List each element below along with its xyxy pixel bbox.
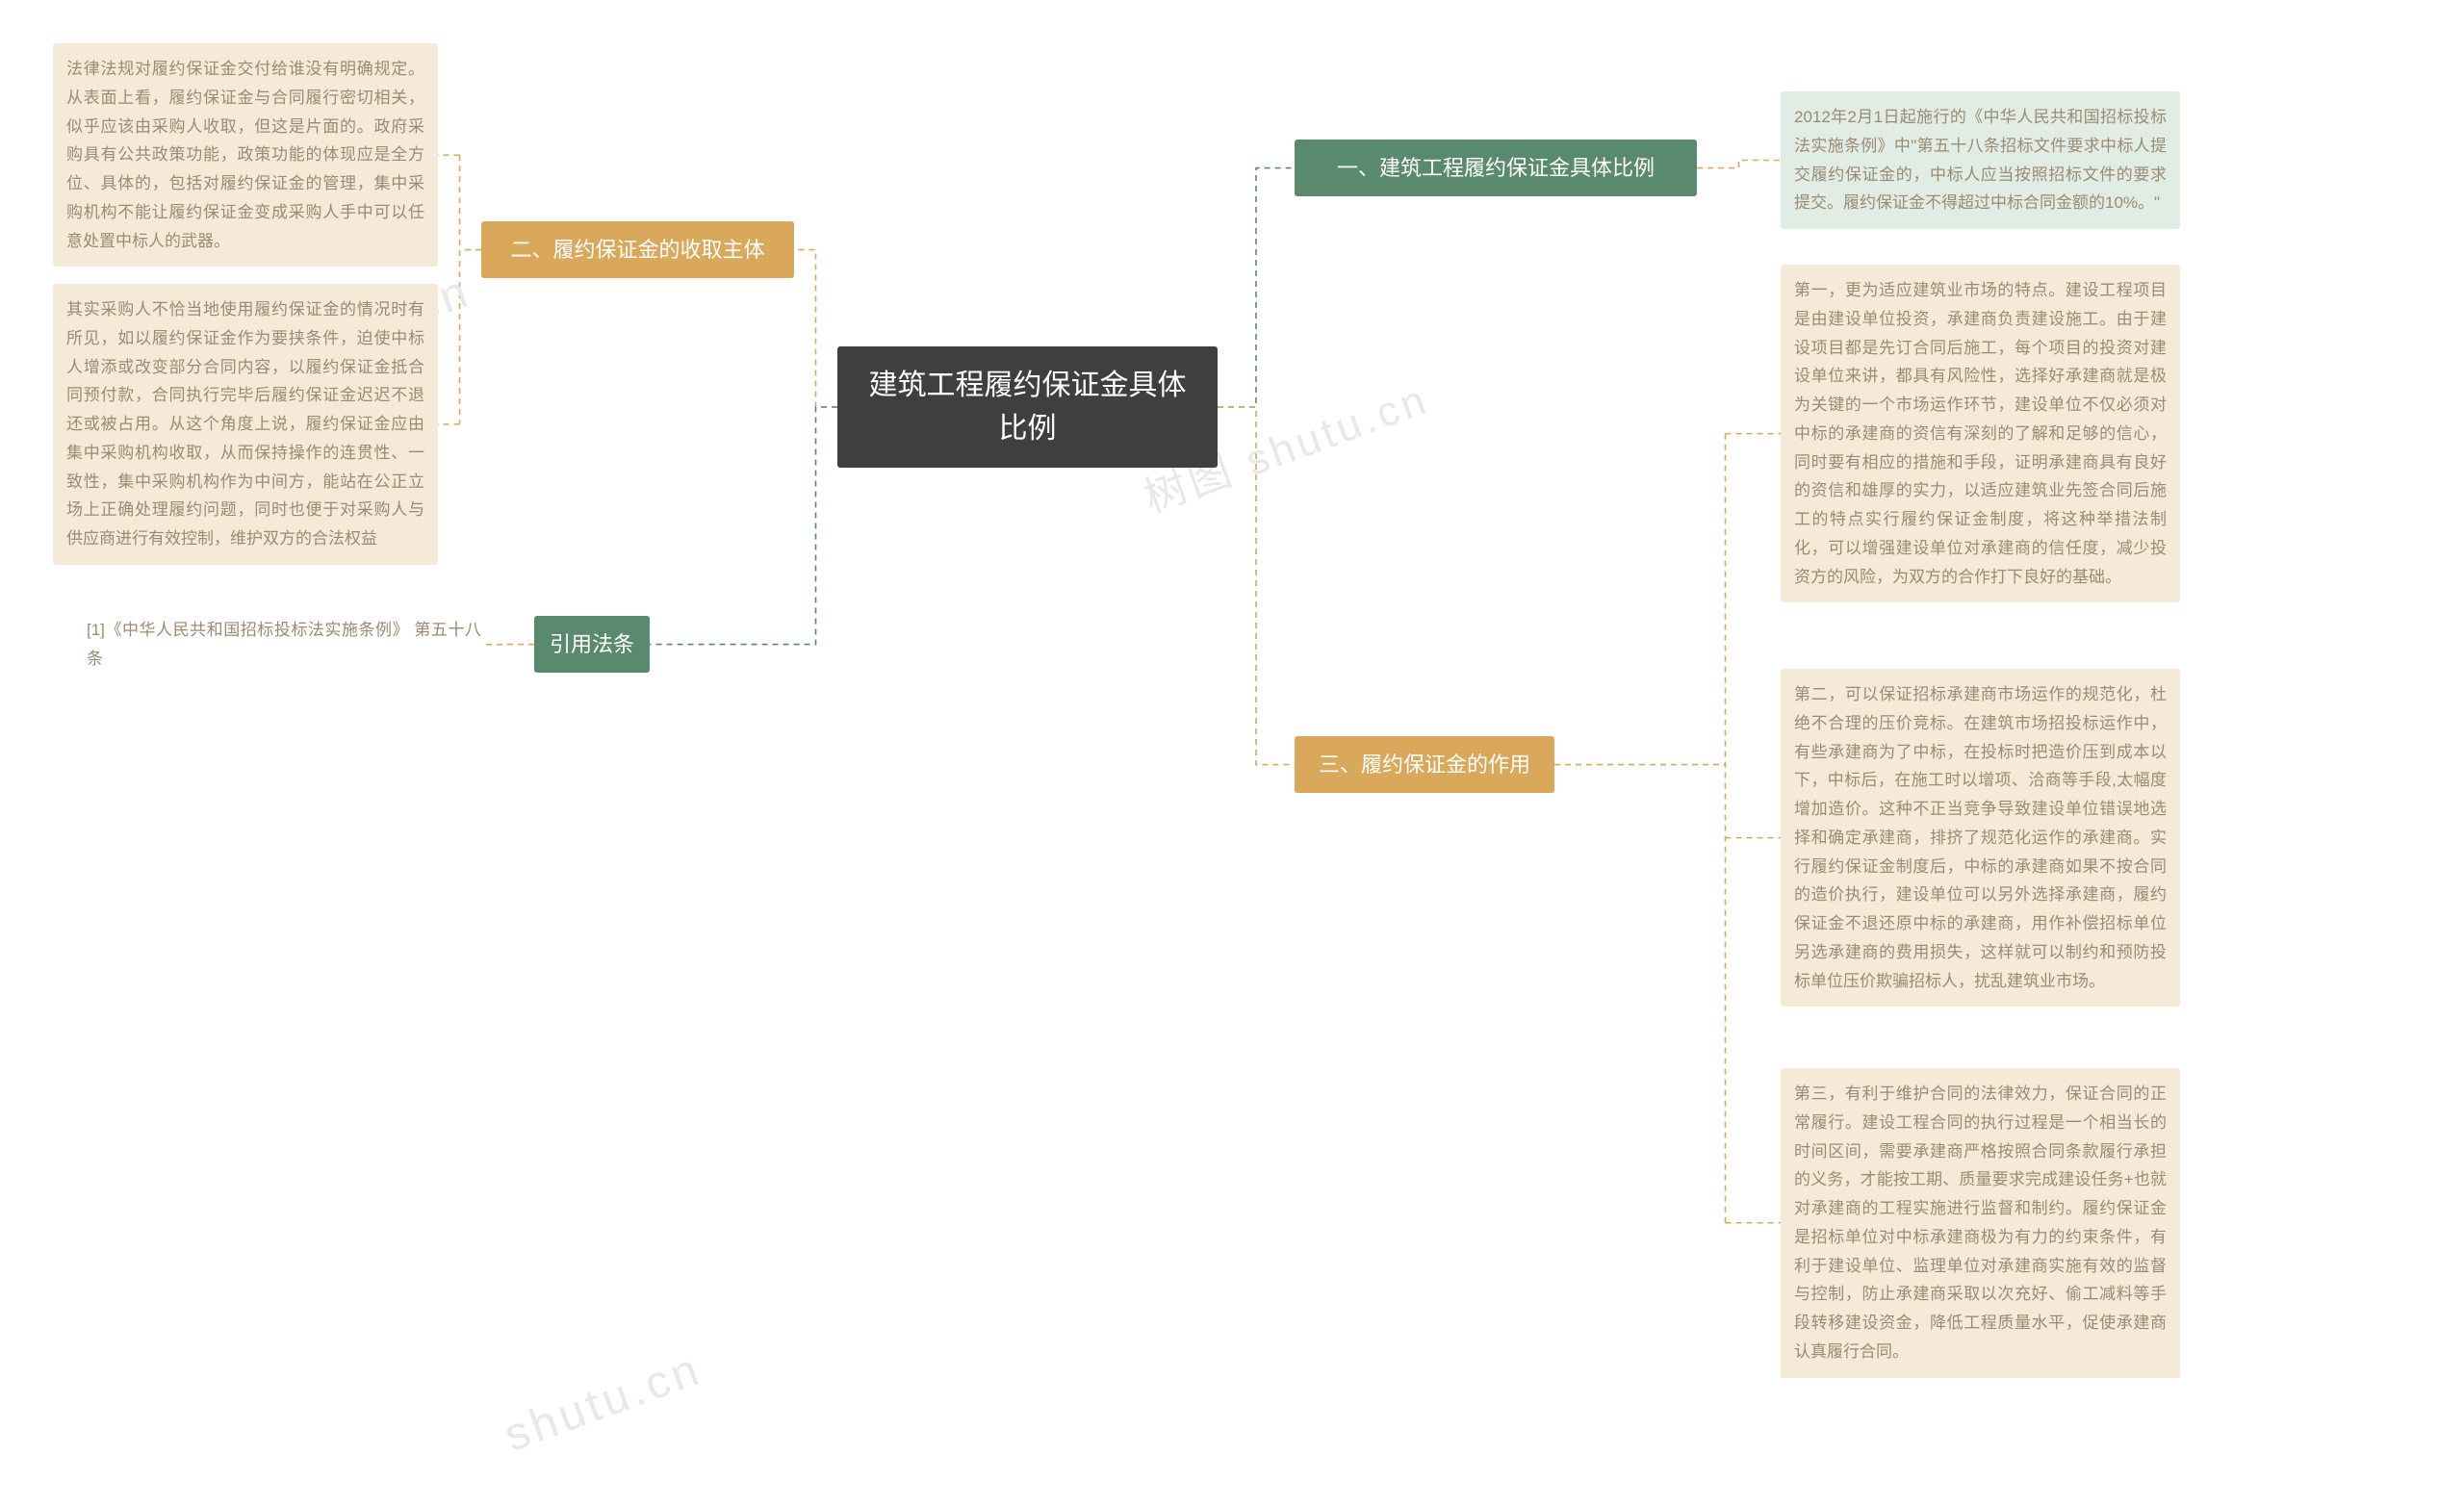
branch-3-detail-3-text: 第三，有利于维护合同的法律效力，保证合同的正常履行。建设工程合同的执行过程是一个… — [1794, 1085, 2167, 1361]
branch-2-detail-1: 法律法规对履约保证金交付给谁没有明确规定。从表面上看，履约保证金与合同履行密切相… — [53, 43, 438, 267]
branch-2-detail-2-text: 其实采购人不恰当地使用履约保证金的情况时有所见，如以履约保证金作为要挟条件，迫使… — [66, 300, 424, 548]
branch-4: 引用法条 — [534, 616, 650, 673]
branch-4-detail: [1]《中华人民共和国招标投标法实施条例》 第五十八条 — [87, 616, 481, 674]
branch-1-detail: 2012年2月1日起施行的《中华人民共和国招标投标法实施条例》中"第五十八条招标… — [1781, 91, 2180, 229]
center-title-text: 建筑工程履约保证金具体 比例 — [869, 370, 1187, 445]
watermark-3: shutu.cn — [498, 1342, 708, 1463]
branch-4-label: 引用法条 — [550, 632, 634, 656]
branch-3-detail-3: 第三，有利于维护合同的法律效力，保证合同的正常履行。建设工程合同的执行过程是一个… — [1781, 1068, 2180, 1378]
center-title: 建筑工程履约保证金具体 比例 — [837, 346, 1218, 468]
branch-2-detail-1-text: 法律法规对履约保证金交付给谁没有明确规定。从表面上看，履约保证金与合同履行密切相… — [66, 60, 424, 250]
branch-3-detail-1: 第一，更为适应建筑业市场的特点。建设工程项目是由建设单位投资，承建商负责建设施工… — [1781, 265, 2180, 602]
branch-2-label: 二、履约保证金的收取主体 — [510, 238, 764, 262]
branch-3-detail-1-text: 第一，更为适应建筑业市场的特点。建设工程项目是由建设单位投资，承建商负责建设施工… — [1794, 281, 2167, 586]
branch-1-label: 一、建筑工程履约保证金具体比例 — [1337, 156, 1655, 180]
branch-3-label: 三、履约保证金的作用 — [1319, 753, 1530, 777]
branch-3: 三、履约保证金的作用 — [1295, 736, 1554, 793]
branch-3-detail-2-text: 第二，可以保证招标承建商市场运作的规范化，杜绝不合理的压价竞标。在建筑市场招投标… — [1794, 685, 2167, 990]
branch-4-detail-text: [1]《中华人民共和国招标投标法实施条例》 第五十八条 — [87, 621, 481, 668]
branch-1-detail-text: 2012年2月1日起施行的《中华人民共和国招标投标法实施条例》中"第五十八条招标… — [1794, 108, 2167, 212]
branch-2-detail-2: 其实采购人不恰当地使用履约保证金的情况时有所见，如以履约保证金作为要挟条件，迫使… — [53, 284, 438, 565]
branch-1: 一、建筑工程履约保证金具体比例 — [1295, 140, 1697, 196]
branch-3-detail-2: 第二，可以保证招标承建商市场运作的规范化，杜绝不合理的压价竞标。在建筑市场招投标… — [1781, 669, 2180, 1007]
branch-2: 二、履约保证金的收取主体 — [481, 221, 794, 278]
